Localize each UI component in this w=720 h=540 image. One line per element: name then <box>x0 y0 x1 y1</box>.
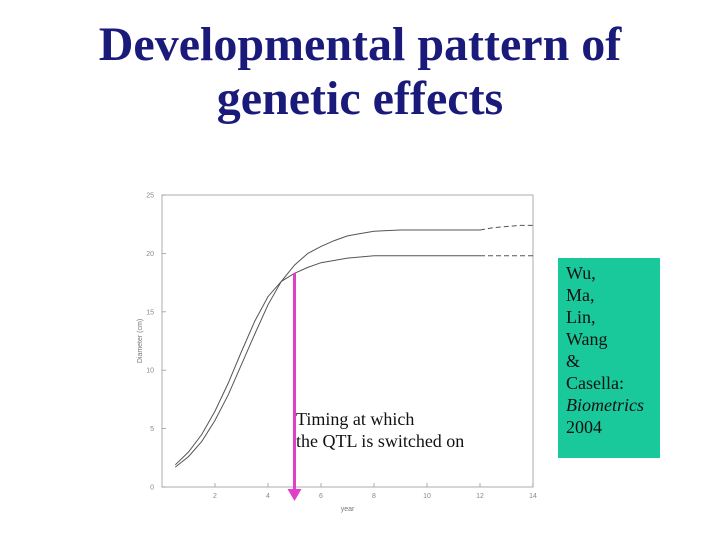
citation-line-4: Wang <box>566 329 608 349</box>
citation-line-1: Wu, <box>566 263 596 283</box>
annotation-line-2: the QTL is switched on <box>296 431 465 451</box>
y-axis-label: Diameter (cm) <box>137 319 144 363</box>
qtl-arrow-head <box>287 489 302 501</box>
citation-line-3: Lin, <box>566 307 596 327</box>
y-tick-label: 0 <box>150 485 154 492</box>
citation-journal: Biometrics <box>566 395 644 415</box>
citation-line-5: & <box>566 351 581 371</box>
plot-frame <box>161 194 534 488</box>
citation-line-2: Ma, <box>566 285 595 305</box>
x-tick-label: 6 <box>319 493 323 500</box>
y-tick-label: 10 <box>146 368 154 375</box>
title-line-1: Developmental pattern of <box>98 18 622 71</box>
x-tick-label: 14 <box>529 493 537 500</box>
series-line-1 <box>174 229 480 468</box>
title-line-2: genetic effects <box>216 72 504 125</box>
citation-box: Wu, Ma, Lin, Wang & Casella: Biometrics … <box>558 258 660 458</box>
series-line-2 <box>479 224 533 231</box>
qtl-annotation: Timing at which the QTL is switched on <box>296 408 464 452</box>
growth-chart: 2 4 6 8 10 12 14 0 5 10 15 20 25 year Diameter (cm) <box>137 193 537 514</box>
y-tick-label: 15 <box>146 309 154 316</box>
y-tick-label: 25 <box>146 193 154 200</box>
x-tick-label: 4 <box>266 493 270 500</box>
y-tick-label: 20 <box>146 251 154 258</box>
annotation-line-1: Timing at which <box>296 409 415 429</box>
y-tick-label: 5 <box>150 426 154 433</box>
x-tick-label: 10 <box>423 493 431 500</box>
slide-title: Developmental pattern of genetic effects <box>0 18 720 126</box>
x-tick-label: 8 <box>372 493 376 500</box>
x-tick-label: 12 <box>476 493 484 500</box>
citation-year: 2004 <box>566 417 602 437</box>
x-tick-label: 2 <box>213 493 217 500</box>
citation-line-6: Casella: <box>566 373 624 393</box>
x-axis-label: year <box>341 506 355 513</box>
series-line-3 <box>174 255 480 466</box>
